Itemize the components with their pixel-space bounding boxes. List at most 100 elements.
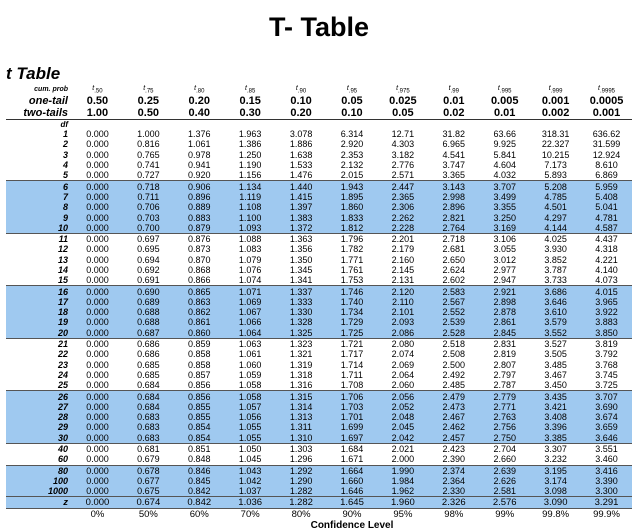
value-cell: 0.854 <box>173 422 225 433</box>
value-cell: 0.000 <box>72 275 123 287</box>
value-cell: 31.599 <box>592 139 621 150</box>
value-cell: 2.518 <box>442 339 466 350</box>
value-cell: 2.998 <box>428 191 480 203</box>
two-tails-cell: 0.02 <box>428 107 480 120</box>
df-cell: 7 <box>6 191 72 203</box>
one-tail-cell: 0.50 <box>86 95 109 107</box>
z-label: z <box>6 496 72 510</box>
value-cell: 1.638 <box>289 149 313 160</box>
value-cell: 0.683 <box>122 422 174 433</box>
value-cell: 4.032 <box>479 170 531 182</box>
table-row: 24 0.000 0.685 0.857 1.059 1.318 1.711 2.064 2.4… <box>6 370 632 380</box>
value-cell: 0.858 <box>188 359 211 370</box>
table-row: 15 0.000 0.691 0.866 1.074 1.341 1.753 2.131 2.6… <box>6 275 632 287</box>
value-cell: 0.868 <box>188 265 211 275</box>
value-cell: 0.000 <box>86 244 109 255</box>
value-cell: 1.671 <box>326 454 378 466</box>
value-cell: 2.262 <box>377 212 429 223</box>
value-cell: 0.000 <box>72 327 123 339</box>
value-cell: 1.190 <box>238 160 262 171</box>
value-cell: 2.821 <box>428 212 480 223</box>
value-cell: 2.145 <box>391 265 415 275</box>
value-cell: 0.000 <box>86 149 109 160</box>
value-cell: 1.337 <box>275 285 327 297</box>
value-cell: 3.707 <box>479 180 531 192</box>
table-row: 22 0.000 0.686 0.858 1.061 1.321 1.717 2.074 2.5… <box>6 349 632 359</box>
value-cell: 2.787 <box>479 380 531 392</box>
value-cell: 0.687 <box>122 327 174 339</box>
value-cell: 2.771 <box>479 401 531 413</box>
header-t-cell: t.999 <box>548 84 563 95</box>
value-cell: 1.064 <box>224 327 276 339</box>
df-header-spacer <box>72 120 123 130</box>
value-cell: 1.646 <box>326 486 378 497</box>
confidence-cell: 90% <box>342 509 362 521</box>
value-cell: 0.684 <box>122 401 174 413</box>
value-cell: 0.000 <box>72 454 123 466</box>
z-value-cell: 0.674 <box>122 496 174 510</box>
value-cell: 4.221 <box>595 254 618 265</box>
value-cell: 2.571 <box>377 170 429 182</box>
df-label: df <box>60 120 68 129</box>
value-cell: 1.119 <box>224 191 276 203</box>
value-cell: 0.697 <box>137 234 160 245</box>
value-cell: 1.076 <box>238 265 262 275</box>
confidence-cell: 95% <box>393 509 413 521</box>
value-cell: 1.341 <box>275 275 327 287</box>
z-value-cell: 3.090 <box>530 496 582 510</box>
value-cell: 0.741 <box>137 160 160 171</box>
df-header-spacer <box>225 120 276 130</box>
header-row-one-tail: one-tail 0.50 0.25 0.20 0.15 0.10 0.05 0.025 0.0… <box>6 95 632 107</box>
value-cell: 3.182 <box>391 149 415 160</box>
value-cell: 1.734 <box>326 307 378 318</box>
value-cell: 2.797 <box>493 369 516 380</box>
value-cell: 0.861 <box>173 317 225 328</box>
table-row: 25 0.000 0.684 0.856 1.058 1.316 1.708 2.060 2.4… <box>6 380 632 392</box>
value-cell: 1.717 <box>340 349 364 360</box>
value-cell: 3.232 <box>530 454 582 466</box>
value-cell: 5.208 <box>530 180 582 192</box>
value-cell: 3.435 <box>530 390 582 402</box>
value-cell: 1.476 <box>275 170 327 182</box>
value-cell: 2.650 <box>442 254 466 265</box>
value-cell: 3.106 <box>493 234 516 245</box>
value-cell: 0.870 <box>188 254 211 265</box>
table-row: 17 0.000 0.689 0.863 1.069 1.333 1.740 2.110 2.5… <box>6 296 632 308</box>
value-cell: 0.896 <box>173 191 225 203</box>
value-cell: 0.000 <box>86 234 109 245</box>
df-cell: 3 <box>62 149 68 160</box>
value-cell: 0.685 <box>137 369 160 380</box>
value-cell: 3.819 <box>595 339 618 350</box>
confidence-label-row: Confidence Level <box>6 520 632 531</box>
value-cell: 2.048 <box>377 412 429 423</box>
df-cell: 4 <box>62 160 68 171</box>
value-cell: 0.846 <box>173 465 225 476</box>
table-row: 28 0.000 0.683 0.855 1.056 1.313 1.701 2.048 2.4… <box>6 412 632 423</box>
value-cell: 0.000 <box>86 160 109 171</box>
value-cell: 2.045 <box>377 422 429 433</box>
df-cell: 80 <box>6 465 72 476</box>
value-cell: 9.925 <box>493 139 516 150</box>
value-cell: 2.485 <box>428 380 480 392</box>
one-tail-cell: 0.0005 <box>589 95 624 107</box>
value-cell: 1.328 <box>275 317 327 328</box>
df-cell: 5 <box>6 170 72 182</box>
df-cell: 28 <box>6 412 72 423</box>
value-cell: 2.021 <box>391 444 415 455</box>
value-cell: 5.041 <box>581 202 632 213</box>
df-header-spacer <box>428 120 479 130</box>
table-row: 5 0.000 0.727 0.920 1.156 1.476 2.015 2.571 3.36… <box>6 170 632 182</box>
value-cell: 2.364 <box>428 475 480 487</box>
df-cell: 19 <box>6 317 72 328</box>
value-cell: 1.376 <box>188 129 211 140</box>
value-cell: 2.374 <box>428 465 480 476</box>
table-row: 80 0.000 0.678 0.846 1.043 1.292 1.664 1.990 2.3… <box>6 465 632 476</box>
df-cell: 24 <box>57 369 68 380</box>
two-tails-cell: 0.05 <box>377 107 429 120</box>
value-cell: 2.447 <box>377 180 429 192</box>
df-cell: 9 <box>6 212 72 223</box>
table-row: 26 0.000 0.684 0.856 1.058 1.315 1.706 2.056 2.4… <box>6 390 632 402</box>
value-cell: 0.857 <box>188 369 211 380</box>
value-cell: 1.860 <box>326 202 378 213</box>
value-cell: 3.143 <box>428 180 480 192</box>
